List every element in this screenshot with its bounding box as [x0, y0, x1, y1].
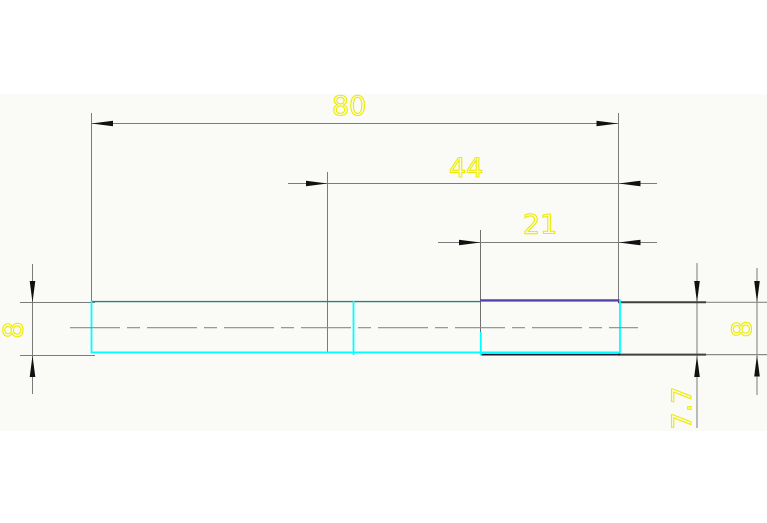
dim-80-label[interactable]: 80	[331, 90, 366, 122]
arrowhead-down-icon	[754, 281, 760, 303]
shaft-outline[interactable]	[90, 299, 621, 356]
arrowhead-left-icon	[459, 239, 481, 246]
dim-right-8-label[interactable]: 8	[726, 320, 758, 338]
mating-part-outline[interactable]	[618, 301, 767, 356]
arrowhead-left-icon	[306, 180, 328, 187]
arrowhead-right-icon	[596, 120, 618, 127]
dimension-80-group[interactable]: 80	[91, 90, 619, 301]
dim-44-label[interactable]: 44	[448, 152, 483, 184]
arrowhead-right-icon	[619, 180, 641, 187]
arrowhead-up-icon	[694, 355, 700, 377]
arrowhead-left-icon	[91, 120, 113, 127]
dimension-7-7-group[interactable]: 7.7	[666, 263, 700, 430]
dim-left-8-label[interactable]: 8	[0, 321, 30, 339]
arrowhead-right-icon	[619, 239, 641, 246]
arrowhead-up-icon	[29, 355, 36, 377]
drawing-canvas[interactable]	[0, 94, 767, 431]
arrowhead-down-icon	[694, 281, 700, 303]
dimension-21-group[interactable]: 21	[438, 209, 657, 353]
arrowhead-down-icon	[29, 281, 36, 303]
dimension-44-group[interactable]: 44	[288, 152, 657, 352]
dim-21-label[interactable]: 21	[522, 209, 557, 241]
dimension-left-8-group[interactable]: 8	[0, 264, 95, 394]
dimension-right-8-group[interactable]: 8	[726, 268, 760, 395]
dim-7-7-label[interactable]: 7.7	[666, 386, 698, 430]
arrowhead-up-icon	[754, 355, 760, 377]
